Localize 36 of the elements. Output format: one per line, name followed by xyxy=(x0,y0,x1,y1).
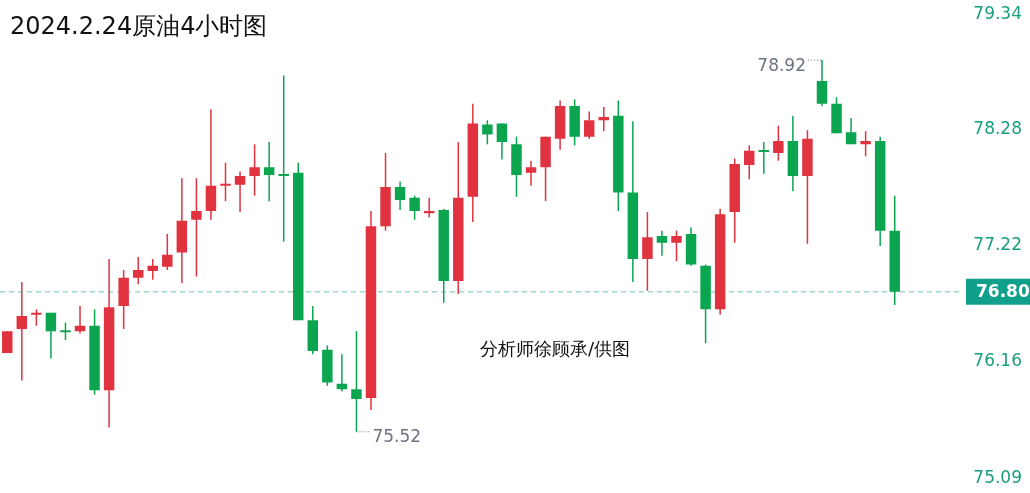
y-tick-label: 78.28 xyxy=(973,118,1022,139)
candlestick xyxy=(671,229,682,263)
candlestick xyxy=(758,141,770,175)
candlestick xyxy=(234,170,246,213)
candlestick xyxy=(409,194,420,221)
y-tick-label: 76.16 xyxy=(973,350,1022,371)
candlestick xyxy=(642,211,653,292)
candlestick xyxy=(45,311,57,360)
candlestick xyxy=(525,159,537,187)
candlestick xyxy=(816,59,828,107)
candlestick xyxy=(278,74,289,243)
candlestick xyxy=(845,117,857,146)
y-tick-label: 79.34 xyxy=(973,2,1022,23)
candlestick xyxy=(132,256,144,285)
candlestick xyxy=(220,162,231,202)
candlestick xyxy=(482,119,493,146)
candlestick xyxy=(773,124,784,162)
candlestick xyxy=(162,233,173,271)
candlestick xyxy=(351,330,362,433)
annotation: 75.52 xyxy=(372,426,422,447)
candlestick xyxy=(860,130,871,158)
candlestick xyxy=(394,180,406,211)
y-tick-label: 77.22 xyxy=(973,234,1022,255)
candlestick xyxy=(263,141,275,202)
candlestick xyxy=(191,177,202,278)
annotation: 分析师徐顾承/供图 xyxy=(479,337,631,359)
y-tick-label: 75.09 xyxy=(973,467,1022,488)
candlestick xyxy=(16,281,28,382)
annotation: 78.92 xyxy=(757,54,806,75)
candlestick xyxy=(249,143,260,197)
candlestick xyxy=(583,110,595,140)
candlestick xyxy=(656,229,668,257)
chart-title: 2024.2.24原油4小时图 xyxy=(10,12,268,41)
candlestick xyxy=(744,144,755,181)
candlestick xyxy=(496,122,508,161)
ref-line-label: 76.80 xyxy=(976,281,1030,302)
